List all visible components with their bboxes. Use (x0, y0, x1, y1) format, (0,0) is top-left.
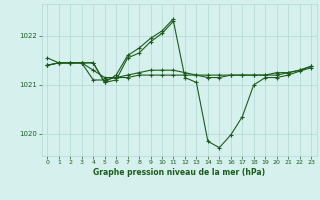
X-axis label: Graphe pression niveau de la mer (hPa): Graphe pression niveau de la mer (hPa) (93, 168, 265, 177)
